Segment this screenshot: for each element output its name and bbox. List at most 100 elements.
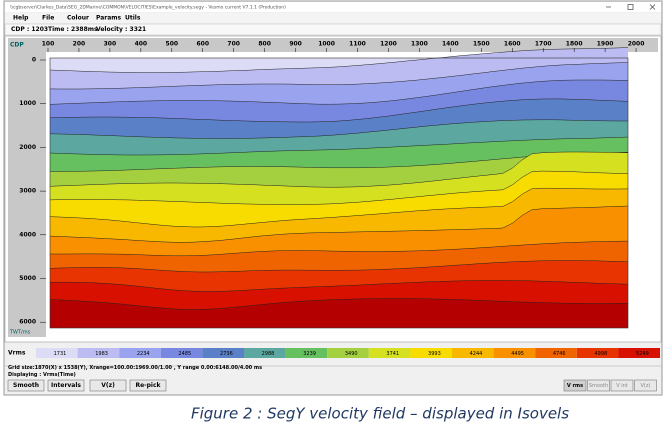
y-tick-label: 6000 (19, 319, 36, 326)
caption: Figure 2 : SegY velocity field – display… (191, 405, 569, 423)
button-label[interactable]: Smooth (13, 382, 39, 389)
x-tick-label: 1300 (411, 41, 428, 48)
colour-value: 1731 (54, 351, 67, 357)
x-tick-label: 800 (258, 41, 271, 48)
colour-value: 4244 (470, 351, 483, 357)
colour-cell (77, 348, 120, 358)
button-label[interactable]: Re-pick (135, 382, 161, 389)
colour-cell (493, 348, 536, 358)
info-line: Displaying : Vrms(Time) (8, 372, 76, 378)
colour-lead (5, 348, 36, 358)
status-field: Time : 2388ms (48, 26, 98, 33)
y-axis-label: TWT/ms (9, 330, 31, 336)
menu-item[interactable]: File (42, 15, 54, 22)
y-tick-label: 3000 (19, 188, 36, 195)
colour-value: 2234 (137, 351, 150, 357)
button-label[interactable]: V rms (567, 383, 583, 389)
button[interactable] (610, 379, 634, 392)
button[interactable] (563, 379, 587, 392)
button[interactable] (634, 379, 657, 392)
colour-value: 2988 (262, 351, 275, 357)
colour-cell (618, 348, 660, 358)
colour-value: 1983 (95, 351, 108, 357)
button[interactable] (47, 379, 85, 392)
x-tick-label: 200 (73, 41, 86, 48)
colour-value: 3239 (303, 351, 316, 357)
button[interactable] (129, 379, 167, 392)
colour-bar-label: Vrms (8, 350, 26, 357)
colour-cell (244, 348, 286, 358)
isovel-line (50, 240, 629, 257)
velocity-field (49, 47, 629, 329)
y-tick-label: 0 (32, 57, 36, 64)
button[interactable] (7, 379, 45, 392)
isovel-line (49, 298, 629, 310)
x-tick-label: 700 (227, 41, 240, 48)
colour-value: 5249 (636, 351, 649, 357)
x-tick-label: 1700 (535, 41, 552, 48)
x-tick-label: 1500 (473, 41, 490, 48)
x-tick-label: 1600 (504, 41, 521, 48)
colour-value: 3490 (345, 351, 358, 357)
colour-value: 4746 (553, 351, 566, 357)
isovel-line (49, 47, 629, 73)
colour-cell (160, 348, 203, 358)
colour-cell (119, 348, 161, 358)
y-tick-label: 5000 (19, 275, 36, 282)
x-tick-label: 1000 (318, 41, 335, 48)
menu-item[interactable]: Params (96, 15, 122, 22)
x-tick-label: 1200 (380, 41, 397, 48)
y-tick-label: 1000 (19, 100, 36, 107)
x-tick-label: 900 (289, 41, 302, 48)
button-label[interactable]: Smooth (589, 383, 608, 389)
colour-value: 3741 (386, 351, 399, 357)
button-label[interactable]: Intervals (51, 382, 81, 389)
x-tick-label: 1800 (566, 41, 583, 48)
menu-item[interactable]: Colour (67, 15, 89, 22)
x-axis-label: CDP (10, 42, 24, 49)
isovel-line (49, 119, 628, 139)
button-label[interactable]: V int (616, 383, 628, 389)
isovel-line (49, 170, 629, 205)
colour-cell (368, 348, 411, 358)
colour-cell (410, 348, 452, 358)
colour-cell (285, 348, 328, 358)
button-label[interactable]: V(z) (641, 383, 651, 389)
colour-value: 2736 (220, 351, 233, 357)
isovel-line (49, 187, 629, 228)
colour-value: 2485 (178, 351, 191, 357)
x-tick-label: 600 (196, 41, 209, 48)
x-tick-label: 2000 (628, 41, 645, 48)
isovel-line (49, 205, 629, 243)
y-tick-label: 2000 (19, 144, 36, 151)
velocity-band (50, 298, 628, 328)
menu-item[interactable]: Help (13, 15, 29, 22)
x-axis-strip (8, 38, 658, 52)
x-tick-label: 1100 (349, 41, 366, 48)
x-tick-label: 1900 (597, 41, 614, 48)
isovel-line (49, 98, 629, 123)
window-controls[interactable] (606, 4, 656, 10)
colour-cell (576, 348, 619, 358)
colour-value: 4998 (594, 351, 607, 357)
x-tick-label: 300 (104, 41, 117, 48)
menu-item[interactable]: Utils (125, 15, 141, 22)
colour-cell (36, 348, 78, 358)
y-axis-strip (8, 52, 46, 337)
menu-bar (5, 13, 661, 23)
colour-cell (535, 348, 577, 358)
button-label[interactable]: V(z) (101, 382, 115, 389)
colour-cell (452, 348, 494, 358)
info-line: Grid size:1870(X) x 1538(Y), Xrange=100.… (8, 365, 262, 371)
x-tick-label: 500 (166, 41, 179, 48)
y-tick-label: 4000 (19, 231, 36, 238)
isovel-line (49, 62, 629, 90)
isovel-line (49, 260, 629, 273)
status-field: CDP : 1203 (11, 26, 48, 33)
isovel-line (49, 79, 629, 105)
button[interactable] (89, 379, 127, 392)
x-tick-label: 1400 (442, 41, 459, 48)
window-title: \\cgbserver\Clarkes_Data\SEG_2DMarine\CO… (10, 5, 286, 11)
button[interactable] (587, 379, 610, 392)
